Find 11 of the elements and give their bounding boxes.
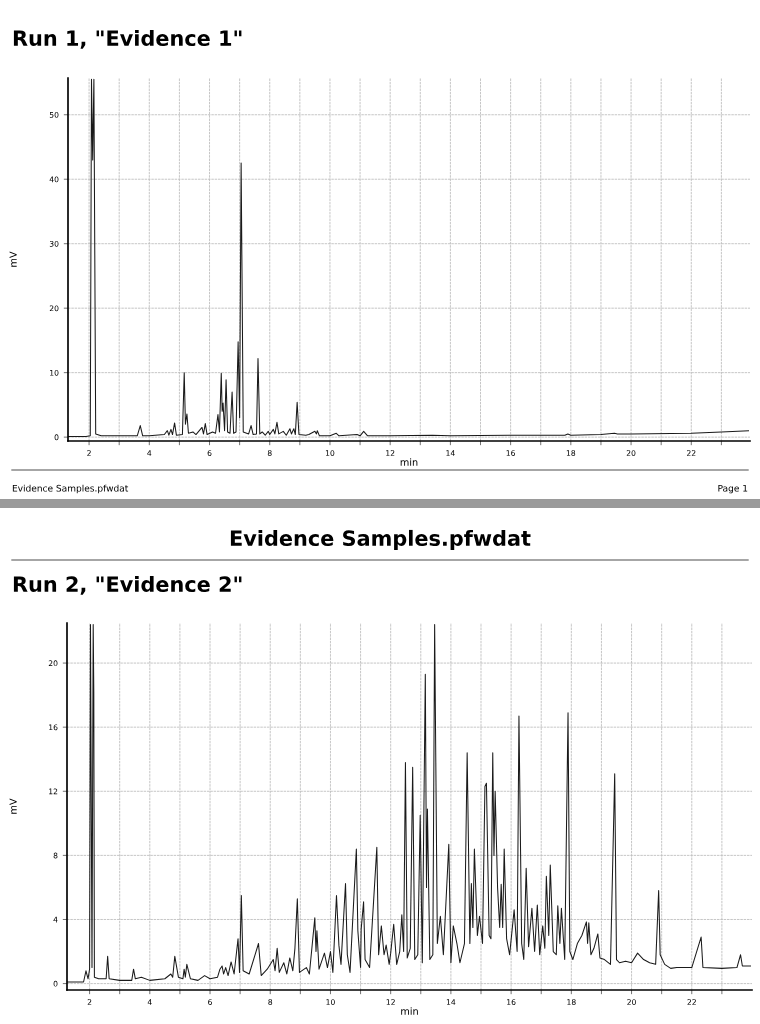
x-axis-title: min xyxy=(400,458,418,466)
chart-subtitle: Run 2, "Evidence 2" xyxy=(13,575,242,595)
chart-title: Evidence Samples.pfwdat xyxy=(230,529,531,551)
y-axis-title: mV xyxy=(9,251,17,267)
text: Evidence Samples.pfwdat xyxy=(12,484,129,494)
y-axis-title: mV xyxy=(9,798,17,814)
line-series xyxy=(68,78,750,438)
x-axis-title: min xyxy=(401,1007,418,1015)
chart-subtitle: Run 1, "Evidence 1" xyxy=(13,29,242,49)
line-series xyxy=(67,624,752,983)
text: Page 1 xyxy=(718,484,748,494)
